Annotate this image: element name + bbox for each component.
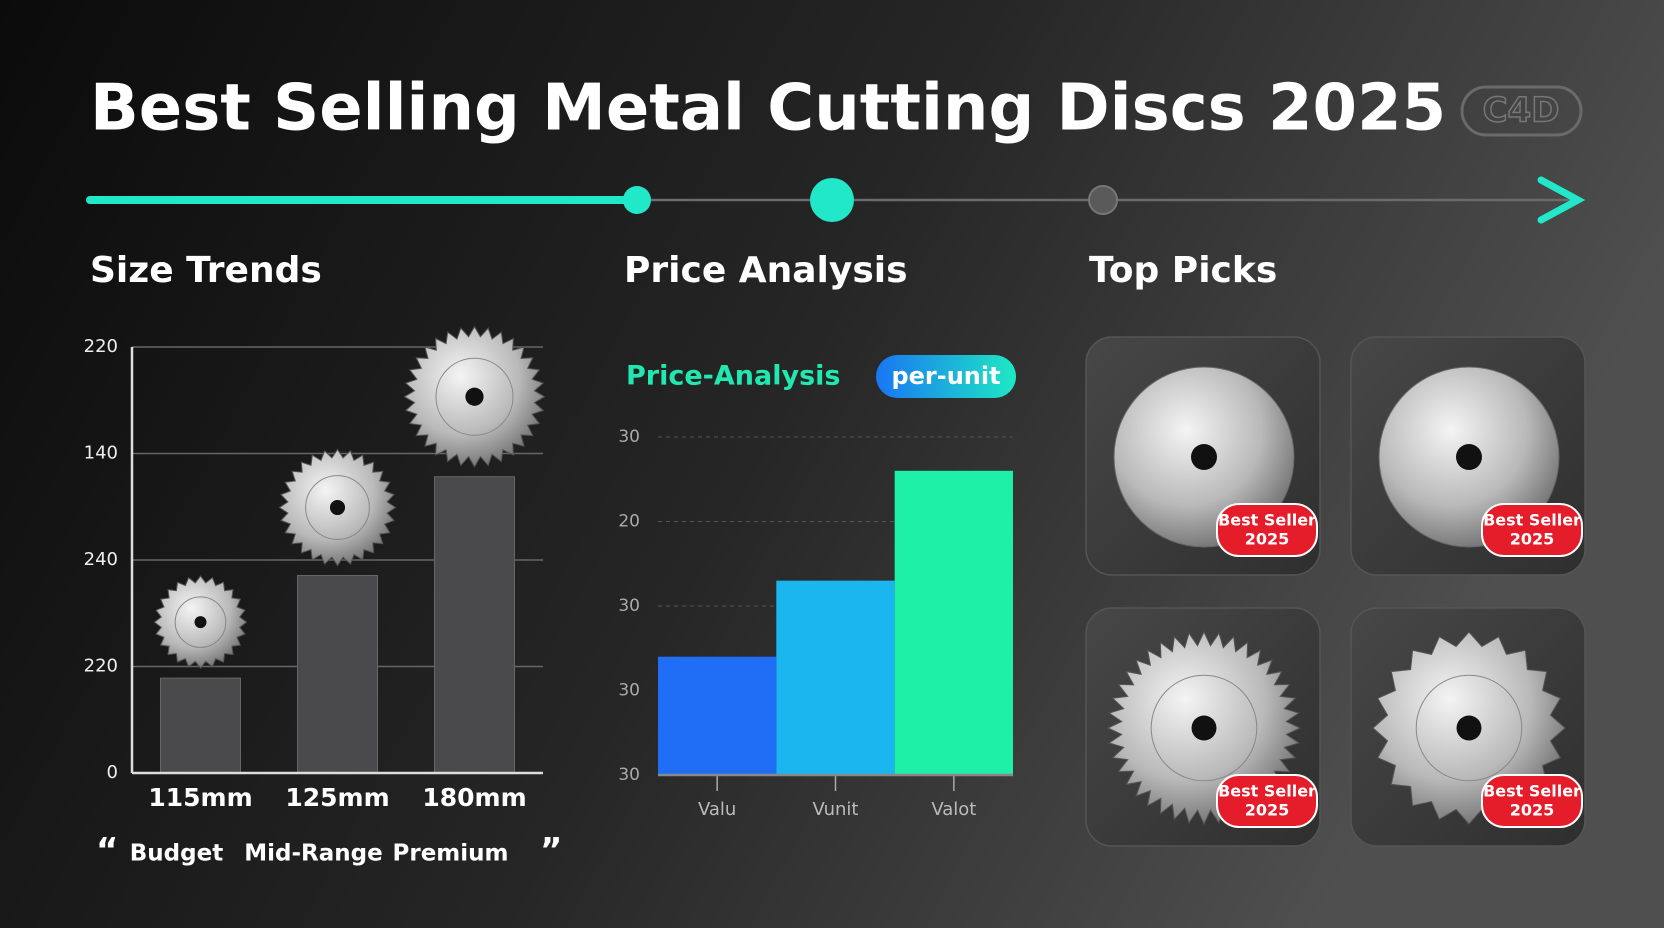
progress-dot [623,186,651,214]
badge-line: 2025 [1510,801,1555,820]
bar [297,574,378,774]
best-seller-badge [1216,774,1318,828]
y-tick-label: 220 [84,336,118,357]
x-tick-label: Valot [931,799,976,820]
y-tick-label: 0 [107,762,118,783]
badge-line: Best Seller [1483,511,1581,530]
progress-dot [810,178,854,222]
bar [658,656,777,775]
badge-line: 2025 [1510,530,1555,549]
y-tick-label: 30 [618,596,640,616]
disc-hole [1456,444,1482,470]
badge-line: Best Seller [1483,782,1581,801]
saw-blade-ring [305,475,370,540]
section-title: Price Analysis [624,250,908,291]
saw-blade-ring [1415,674,1523,782]
tag: per-unit [891,362,1000,390]
page-title: Best Selling Metal Cutting Discs 2025 [90,72,1446,146]
y-tick-label: 220 [84,656,118,677]
bar [776,580,895,775]
badge-frame [1460,85,1583,137]
bar [160,677,241,774]
quote-mark: “ [96,831,118,871]
x-tick-label: 125mm [285,783,389,812]
badge-line: Best Seller [1218,511,1316,530]
progress-dot [1088,185,1118,215]
saw-blade-hole [1191,715,1217,741]
tag-pill [876,355,1016,398]
saw-blade-ring [435,357,514,436]
best-seller-badge [1481,774,1583,828]
y-tick-label: 30 [618,765,640,785]
y-tick-label: 30 [618,681,640,701]
section-title: Size Trends [90,250,322,291]
saw-blade-ring [1150,674,1258,782]
tier-label: Budget [130,841,223,867]
bar [894,470,1013,775]
chart-subtitle: Price-Analysis [626,361,840,392]
badge: C4D [1483,91,1560,131]
best-seller-badge [1481,503,1583,557]
badge-line: Best Seller [1218,782,1316,801]
x-tick-label: 115mm [148,783,252,812]
badge-line: 2025 [1245,801,1290,820]
saw-blade-hole [465,387,484,406]
tier-label: Premium [393,841,509,867]
badge-line: 2025 [1245,530,1290,549]
y-tick-label: 240 [84,549,118,570]
bar [434,476,515,774]
disc-hole [1191,444,1217,470]
y-tick-label: 140 [84,443,118,464]
x-tick-label: Vunit [813,799,859,820]
quote-mark: ” [540,831,562,871]
tier-label: Mid-Range [244,841,382,867]
y-tick-label: 30 [618,427,640,447]
saw-blade-hole [329,499,346,516]
best-seller-badge [1216,503,1318,557]
progress-arrow [1537,176,1586,224]
saw-blade-hole [1456,715,1482,741]
x-tick-label: 180mm [422,783,526,812]
saw-blade-ring [174,596,227,648]
x-tick-label: Valu [698,799,736,820]
saw-blade-hole [194,616,207,629]
section-title: Top Picks [1089,250,1277,291]
y-tick-label: 20 [618,512,640,532]
